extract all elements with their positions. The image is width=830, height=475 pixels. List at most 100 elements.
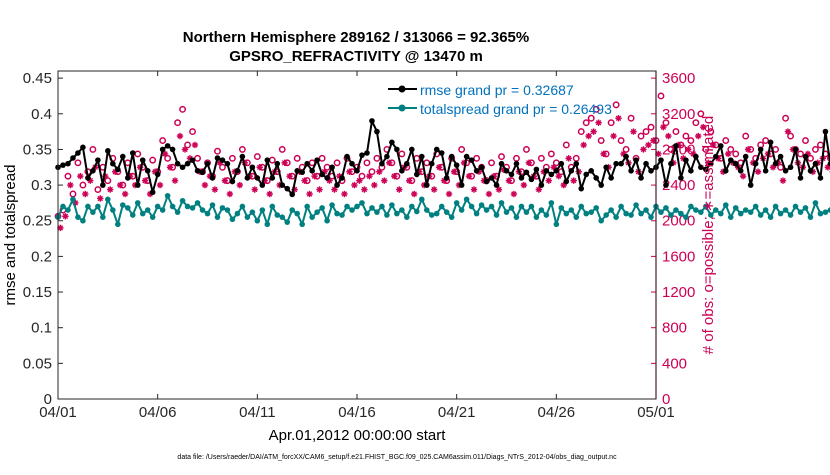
totalspread-point (768, 214, 774, 220)
totalspread-point (648, 214, 654, 220)
obs-assimilated-point (585, 133, 591, 139)
rmse-point (623, 154, 629, 160)
rmse-point (494, 182, 500, 188)
rmse-point (329, 164, 335, 170)
totalspread-point (145, 207, 151, 213)
totalspread-point (778, 211, 784, 217)
totalspread-point (593, 205, 599, 211)
rmse-point (459, 182, 465, 188)
totalspread-point (519, 204, 525, 210)
rmse-point (643, 161, 649, 167)
rmse-point (658, 157, 664, 163)
obs-assimilated-point (660, 124, 666, 130)
rmse-point (778, 154, 784, 160)
rmse-point (568, 168, 574, 174)
obs-possible-point (673, 129, 678, 134)
rmse-point (324, 175, 330, 181)
rmse-point (618, 161, 624, 167)
obs-assimilated-point (341, 191, 347, 197)
totalspread-point (125, 205, 131, 211)
totalspread-point (195, 200, 201, 206)
legend-spread-marker (399, 105, 406, 112)
totalspread-point (265, 222, 271, 228)
rmse-point (663, 182, 669, 188)
rmse-point (399, 168, 405, 174)
rmse-point (583, 172, 589, 178)
left-y-tick-label: 0.3 (31, 177, 52, 194)
rmse-point (344, 154, 350, 160)
totalspread-point (474, 211, 480, 217)
rmse-point (578, 186, 584, 192)
rmse-point (678, 175, 684, 181)
obs-assimilated-point (311, 173, 317, 179)
totalspread-point (603, 212, 609, 218)
totalspread-point (688, 204, 694, 210)
obs-possible-point (683, 133, 688, 138)
x-axis-label: Apr.01,2012 00:00:00 start (269, 427, 447, 444)
totalspread-point (240, 204, 246, 210)
rmse-point (155, 172, 161, 178)
totalspread-point (384, 212, 390, 218)
obs-assimilated-point (780, 177, 786, 183)
obs-assimilated-point (381, 177, 387, 183)
obs-assimilated-point (177, 133, 183, 139)
rmse-point (718, 143, 724, 149)
totalspread-point (215, 214, 221, 220)
rmse-point (120, 154, 126, 160)
left-y-tick-label: 0.15 (23, 284, 52, 301)
rmse-point (479, 164, 485, 170)
rmse-point (514, 161, 520, 167)
totalspread-point (728, 214, 734, 220)
totalspread-point (130, 212, 136, 218)
x-tick-label: 04/01 (39, 404, 77, 421)
rmse-point (379, 161, 385, 167)
rmse-point (688, 168, 694, 174)
rmse-point (250, 164, 256, 170)
rmse-point (633, 157, 639, 163)
rmse-point (454, 162, 460, 168)
totalspread-point (544, 212, 550, 218)
legend-rmse-marker (399, 86, 406, 93)
totalspread-point (424, 207, 430, 213)
rmse-point (608, 175, 614, 181)
totalspread-point (180, 198, 186, 204)
totalspread-point (115, 222, 121, 228)
rmse-point (544, 168, 550, 174)
totalspread-point (389, 202, 395, 208)
totalspread-point (374, 209, 380, 215)
totalspread-point (200, 207, 206, 213)
rmse-point (793, 147, 799, 153)
totalspread-point (120, 202, 126, 208)
totalspread-point (230, 217, 236, 223)
rmse-point (758, 147, 764, 153)
rmse-point (115, 167, 121, 173)
obs-possible-point (733, 151, 738, 156)
totalspread-point (279, 214, 285, 220)
right-axis-label: # of obs: o=possible; ∗=assimilated (700, 116, 717, 355)
obs-possible-point (813, 147, 818, 152)
obs-assimilated-point (615, 115, 621, 121)
left-y-tick-label: 0.05 (23, 355, 52, 372)
obs-possible-point (808, 156, 813, 161)
rmse-point (70, 155, 76, 161)
rmse-point (185, 161, 191, 167)
rmse-point (673, 143, 679, 149)
totalspread-point (135, 200, 141, 206)
rmse-point (105, 148, 111, 154)
obs-possible-point (783, 116, 788, 121)
totalspread-point (349, 207, 355, 213)
totalspread-point (414, 209, 420, 215)
totalspread-point (554, 222, 560, 228)
rmse-point (628, 168, 634, 174)
rmse-point (110, 161, 116, 167)
rmse-point (235, 168, 241, 174)
totalspread-point (140, 211, 146, 217)
rmse-point (359, 152, 365, 158)
totalspread-point (205, 211, 211, 217)
totalspread-point (294, 211, 300, 217)
rmse-point (314, 157, 320, 163)
totalspread-point (394, 211, 400, 217)
rmse-point (414, 172, 420, 178)
rmse-point (255, 175, 261, 181)
